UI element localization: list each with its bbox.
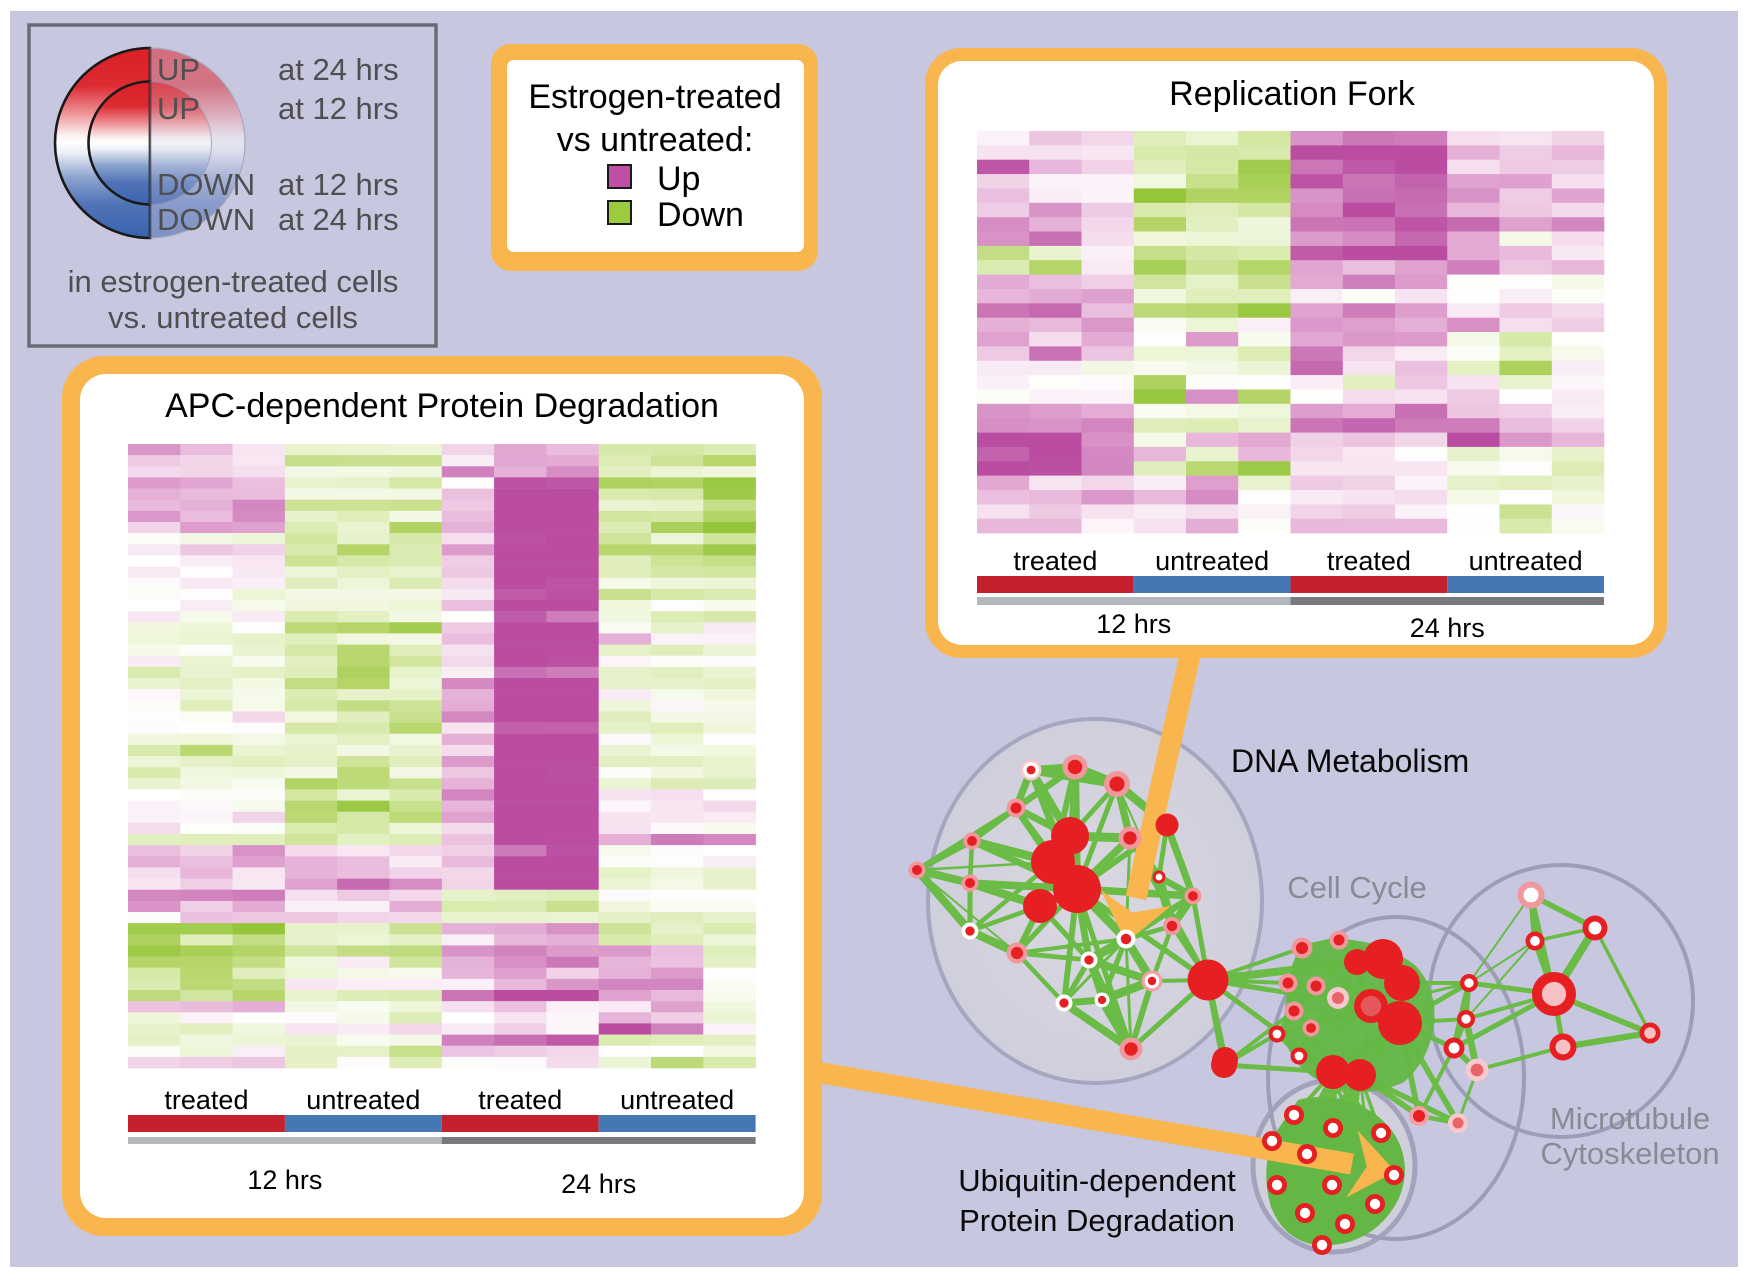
svg-text:12 hrs: 12 hrs [247, 1165, 322, 1195]
svg-text:untreated: untreated [1469, 546, 1583, 576]
svg-text:Down: Down [657, 196, 744, 234]
svg-text:DOWN: DOWN [157, 202, 255, 237]
svg-text:treated: treated [1013, 546, 1097, 576]
svg-text:Protein Degradation: Protein Degradation [959, 1203, 1235, 1238]
svg-text:DOWN: DOWN [157, 167, 255, 202]
svg-text:untreated: untreated [306, 1085, 420, 1115]
svg-text:treated: treated [1327, 546, 1411, 576]
svg-text:12 hrs: 12 hrs [1096, 609, 1171, 639]
svg-text:at 24 hrs: at 24 hrs [278, 202, 399, 237]
svg-text:Ubiquitin-dependent: Ubiquitin-dependent [958, 1163, 1236, 1198]
svg-text:at 12 hrs: at 12 hrs [278, 167, 399, 202]
svg-text:vs. untreated cells: vs. untreated cells [108, 300, 358, 335]
svg-text:Cytoskeleton: Cytoskeleton [1540, 1136, 1719, 1171]
svg-text:Microtubule: Microtubule [1550, 1101, 1710, 1136]
svg-text:untreated: untreated [1155, 546, 1269, 576]
svg-text:at 12 hrs: at 12 hrs [278, 91, 399, 126]
svg-text:Estrogen-treated: Estrogen-treated [528, 78, 781, 116]
svg-text:vs untreated:: vs untreated: [557, 121, 754, 159]
svg-text:Cell Cycle: Cell Cycle [1287, 870, 1427, 905]
svg-text:treated: treated [478, 1085, 562, 1115]
svg-text:Replication Fork: Replication Fork [1169, 75, 1416, 113]
svg-text:Up: Up [657, 160, 700, 198]
svg-text:untreated: untreated [620, 1085, 734, 1115]
svg-text:UP: UP [157, 52, 200, 87]
svg-text:at 24 hrs: at 24 hrs [278, 52, 399, 87]
svg-text:24 hrs: 24 hrs [561, 1169, 636, 1199]
svg-text:DNA Metabolism: DNA Metabolism [1231, 743, 1469, 779]
svg-text:in estrogen-treated cells: in estrogen-treated cells [68, 264, 399, 299]
svg-text:24 hrs: 24 hrs [1410, 613, 1485, 643]
svg-text:treated: treated [164, 1085, 248, 1115]
svg-text:UP: UP [157, 91, 200, 126]
svg-text:APC-dependent Protein Degradat: APC-dependent Protein Degradation [165, 387, 719, 425]
